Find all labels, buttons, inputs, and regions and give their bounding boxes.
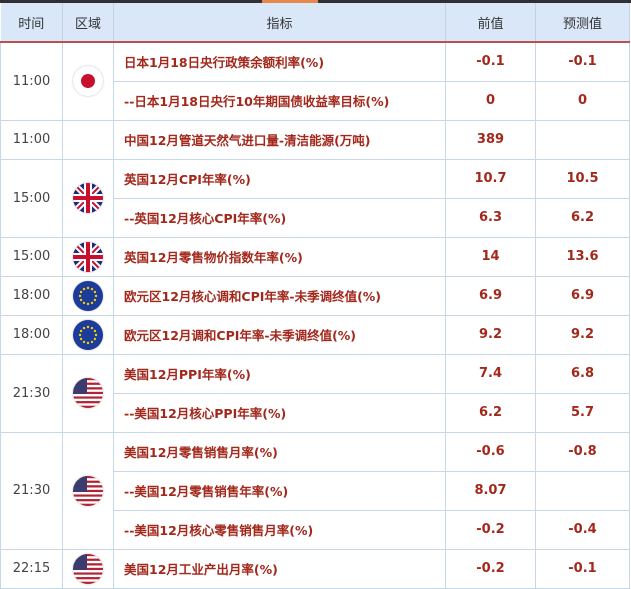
event-time: 15:00 [0, 158, 63, 238]
indicator-link[interactable]: 日本1月18日央行政策余额利率(%) [113, 41, 446, 82]
table-row: 18:00 欧元区12月核心调和CPI年率-未季调终值(%) 6.9 6.9 [0, 275, 630, 316]
previous-value: 7.4 [445, 353, 536, 394]
indicator-link[interactable]: --美国12月零售销售年率(%) [113, 470, 446, 511]
forecast-value: 10.5 [535, 158, 630, 199]
forecast-value: 13.6 [535, 236, 630, 277]
indicator-link[interactable]: --美国12月核心零售销售月率(%) [113, 509, 446, 550]
active-tab-indicator [262, 0, 318, 3]
indicator-link[interactable]: --英国12月核心CPI年率(%) [113, 197, 446, 238]
region-cell [62, 236, 114, 277]
previous-value: -0.6 [445, 431, 536, 472]
previous-value: 9.2 [445, 314, 536, 355]
uk-flag-icon [63, 241, 113, 272]
previous-value: 14 [445, 236, 536, 277]
indicator-link[interactable]: 英国12月零售物价指数年率(%) [113, 236, 446, 277]
table-row: 18:00 欧元区12月调和CPI年率-未季调终值(%) 9.2 9.2 [0, 314, 630, 355]
table-row: 22:15 美国12月工业产出月率(%) -0.2 -0.1 [0, 548, 630, 589]
region-cell [62, 353, 114, 433]
forecast-value: 0 [535, 80, 630, 121]
previous-value: 389 [445, 119, 536, 160]
region-cell [62, 158, 114, 238]
us-flag-icon [63, 378, 113, 408]
forecast-value: 9.2 [535, 314, 630, 355]
table-row: 11:00 中国12月管道天然气进口量-清洁能源(万吨) 389 [0, 119, 630, 160]
previous-value: 6.3 [445, 197, 536, 238]
region-cell [62, 548, 114, 589]
table-row: 15:00 英国12月零售物价指数年率(%) 14 13.6 [0, 236, 630, 277]
us-flag-icon [63, 553, 113, 584]
eu-flag-icon [63, 319, 113, 350]
header-previous: 前值 [445, 3, 536, 43]
header-region: 区域 [62, 3, 114, 43]
event-time: 15:00 [0, 236, 63, 277]
us-flag-icon [63, 475, 113, 506]
previous-value: 6.9 [445, 275, 536, 316]
forecast-value: 6.8 [535, 353, 630, 394]
previous-value: 10.7 [445, 158, 536, 199]
event-time: 22:15 [0, 548, 63, 589]
forecast-value [535, 119, 630, 160]
indicator-link[interactable]: 美国12月PPI年率(%) [113, 353, 446, 394]
indicator-link[interactable]: --美国12月核心PPI年率(%) [113, 392, 446, 433]
indicator-link[interactable]: 欧元区12月核心调和CPI年率-未季调终值(%) [113, 275, 446, 316]
forecast-value: -0.1 [535, 41, 630, 82]
table-row: 21:30 美国12月PPI年率(%) 7.4 6.8 [0, 353, 630, 433]
region-cell [62, 119, 114, 160]
indicator-link[interactable]: 欧元区12月调和CPI年率-未季调终值(%) [113, 314, 446, 355]
uk-flag-icon [63, 183, 113, 213]
event-time: 11:00 [0, 41, 63, 121]
table-header: 时间 区域 指标 前值 预测值 [0, 3, 630, 43]
previous-value: 8.07 [445, 470, 536, 511]
previous-value: -0.2 [445, 548, 536, 589]
region-cell [62, 314, 114, 355]
header-time: 时间 [0, 3, 63, 43]
event-time: 21:30 [0, 353, 63, 433]
forecast-value: 6.2 [535, 197, 630, 238]
indicator-link[interactable]: 英国12月CPI年率(%) [113, 158, 446, 199]
forecast-value: 5.7 [535, 392, 630, 433]
forecast-value: -0.8 [535, 431, 630, 472]
previous-value: -0.1 [445, 41, 536, 82]
header-forecast: 预测值 [535, 3, 630, 43]
japan-flag-icon [63, 66, 113, 97]
event-time: 11:00 [0, 119, 63, 160]
region-cell [62, 41, 114, 121]
previous-value: 0 [445, 80, 536, 121]
forecast-value: -0.1 [535, 548, 630, 589]
indicator-link[interactable]: 美国12月工业产出月率(%) [113, 548, 446, 589]
indicator-link[interactable]: 美国12月零售销售月率(%) [113, 431, 446, 472]
header-indicator: 指标 [113, 3, 446, 43]
forecast-value: -0.4 [535, 509, 630, 550]
table-row: 15:00 英国12月CPI年率(%) 10.7 10.5 [0, 158, 630, 238]
region-cell [62, 275, 114, 316]
table-row: 21:30 美国12月零售销售月率(%) -0.6 -0.8 [0, 431, 630, 550]
top-bar [0, 0, 631, 3]
table-row: --美国12月核心PPI年率(%) 6.2 5.7 [1, 392, 630, 433]
event-time: 18:00 [0, 314, 63, 355]
table-row: 11:00 日本1月18日央行政策余额利率(%) -0.1 -0.1 [0, 41, 630, 121]
event-time: 18:00 [0, 275, 63, 316]
eu-flag-icon [63, 280, 113, 311]
indicator-link[interactable]: --日本1月18日央行10年期国债收益率目标(%) [113, 80, 446, 121]
previous-value: -0.2 [445, 509, 536, 550]
table-row: --日本1月18日央行10年期国债收益率目标(%) 0 0 [1, 80, 630, 121]
table-row: --美国12月零售销售年率(%) 8.07 [1, 470, 630, 511]
indicator-link[interactable]: 中国12月管道天然气进口量-清洁能源(万吨) [113, 119, 446, 160]
region-cell [62, 431, 114, 550]
forecast-value [535, 470, 630, 511]
event-time: 21:30 [0, 431, 63, 550]
table-row: --英国12月核心CPI年率(%) 6.3 6.2 [1, 197, 630, 238]
economic-calendar-table: 时间 区域 指标 前值 预测值 11:00 日本1月18日央行政策余额利率(%) -… [0, 3, 630, 589]
previous-value: 6.2 [445, 392, 536, 433]
forecast-value: 6.9 [535, 275, 630, 316]
